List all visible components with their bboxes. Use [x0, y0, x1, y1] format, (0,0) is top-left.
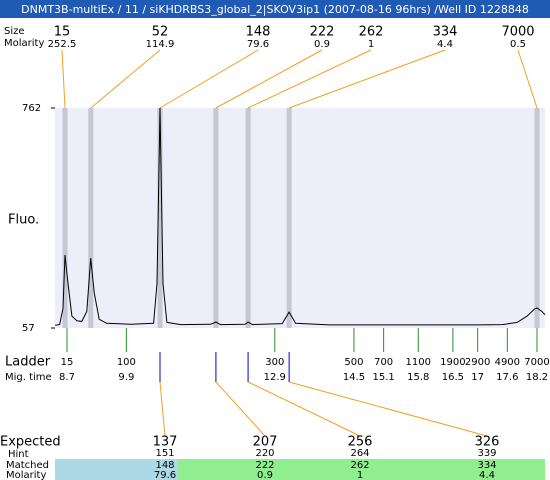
- expected-connector: [289, 381, 488, 437]
- peak-size: 334: [433, 25, 458, 40]
- peak-band: [88, 108, 94, 328]
- matched-label: Matched: [6, 460, 49, 471]
- peak-band: [157, 108, 163, 328]
- peak-molarity: 0.5: [510, 39, 526, 50]
- peak-size: 15: [54, 25, 71, 40]
- molarity-row-label: Molarity: [6, 470, 46, 480]
- column-bg: [300, 459, 420, 480]
- ladder-time: 15.8: [407, 372, 429, 383]
- molarity-value: 79.6: [154, 470, 176, 480]
- plot-area: [55, 108, 545, 328]
- trace: [55, 107, 546, 326]
- peak-molarity: 1: [368, 39, 374, 50]
- expected-value: 326: [475, 435, 500, 450]
- hint-value: 339: [477, 448, 496, 459]
- matched-value: 334: [477, 460, 496, 471]
- peak-molarity: 4.4: [437, 39, 453, 50]
- size-label: Size: [4, 26, 25, 37]
- peak-molarity: 0.9: [314, 39, 330, 50]
- peak-size: 7000: [501, 25, 534, 40]
- expected-value: 207: [253, 435, 278, 450]
- peak-connector: [288, 49, 446, 109]
- ladder-label: Ladder: [5, 355, 51, 370]
- ladder-size: 500: [344, 357, 363, 368]
- matched-value: 148: [155, 460, 174, 471]
- peak-connector: [159, 49, 259, 109]
- ladder-time: 16.5: [442, 372, 464, 383]
- ladder-size: 4900: [495, 357, 520, 368]
- column-bg: [55, 459, 178, 480]
- peak-molarity: 79.6: [247, 39, 269, 50]
- ladder-time: 12.9: [264, 372, 286, 383]
- ladder-size: 1900: [440, 357, 465, 368]
- peak-molarity: 114.9: [146, 39, 175, 50]
- ladder-size: 7000: [524, 357, 549, 368]
- ladder-size: 700: [374, 357, 393, 368]
- hint-value: 264: [350, 448, 369, 459]
- peak-connector: [90, 49, 161, 109]
- expected-value: 137: [153, 435, 178, 450]
- expected-connector: [247, 381, 361, 437]
- ladder-time: 17: [471, 372, 484, 383]
- y-tick-label: 57: [22, 323, 35, 334]
- column-bg: [178, 459, 300, 480]
- matched-value: 262: [350, 460, 369, 471]
- peak-connector: [247, 49, 372, 109]
- molarity-value: 0.9: [257, 470, 273, 480]
- hint-value: 151: [155, 448, 174, 459]
- matched-value: 222: [255, 460, 274, 471]
- ladder-time: 9.9: [118, 372, 134, 383]
- ladder-size: 2900: [465, 357, 490, 368]
- hint-value: 220: [255, 448, 274, 459]
- ladder-time: 8.7: [59, 372, 75, 383]
- molarity-value: 4.4: [479, 470, 495, 480]
- ladder-size: 100: [117, 357, 136, 368]
- title: DNMT3B-multiEx / 11 / siKHDRBS3_global_2…: [21, 3, 529, 16]
- molarity-value: 1: [357, 470, 363, 480]
- peak-connector: [61, 49, 66, 109]
- ladder-size: 15: [61, 357, 74, 368]
- ladder-time: 18.2: [526, 372, 548, 383]
- peak-band: [286, 108, 292, 328]
- peak-size: 52: [152, 25, 169, 40]
- ladder-size: 300: [265, 357, 284, 368]
- column-bg: [420, 459, 545, 480]
- ladder-time: 14.5: [343, 372, 365, 383]
- title-bar: [0, 0, 550, 18]
- hint-label: Hint: [8, 449, 29, 460]
- peak-size: 222: [310, 25, 335, 40]
- peak-connector: [215, 49, 323, 109]
- expected-connector: [215, 381, 266, 437]
- peak-band: [245, 108, 251, 328]
- ladder-time: 17.6: [496, 372, 518, 383]
- mig-time-label: Mig. time: [5, 372, 52, 383]
- peak-band: [62, 108, 68, 328]
- ladder-time: 15.1: [372, 372, 394, 383]
- peak-size: 262: [359, 25, 384, 40]
- y-tick-label: 762: [22, 103, 41, 114]
- expected-connector: [159, 381, 166, 437]
- peak-molarity: 252.5: [48, 39, 77, 50]
- peak-band: [534, 108, 540, 328]
- peak-connector: [517, 49, 538, 109]
- expected-label: Expected: [0, 435, 61, 450]
- molarity-label: Molarity: [4, 38, 44, 49]
- y-label: Fluo.: [8, 213, 39, 228]
- peak-band: [213, 108, 219, 328]
- ladder-size: 1100: [406, 357, 431, 368]
- expected-value: 256: [348, 435, 373, 450]
- peak-size: 148: [246, 25, 271, 40]
